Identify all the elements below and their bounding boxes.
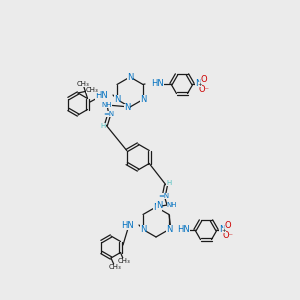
Text: +: + [198,82,203,86]
Text: NH: NH [167,202,177,208]
Text: CH₃: CH₃ [118,258,130,264]
Text: HN: HN [121,220,134,230]
Text: N: N [140,95,146,104]
Text: O⁻: O⁻ [223,230,233,239]
Text: O: O [225,220,231,230]
Text: HN: HN [95,91,108,100]
Text: HN: HN [177,226,190,235]
Text: CH₃: CH₃ [85,87,98,93]
Text: N: N [114,95,120,104]
Text: N: N [156,202,162,211]
Text: HN: HN [151,80,164,88]
Text: O⁻: O⁻ [199,85,209,94]
Text: CH₃: CH₃ [109,264,122,270]
Text: =N: =N [103,111,115,117]
Text: NH: NH [102,102,112,108]
Text: H: H [100,123,106,129]
Text: N: N [195,80,201,88]
Text: N: N [127,73,133,82]
Text: N: N [153,202,159,211]
Text: N: N [219,226,225,235]
Text: O: O [201,74,207,83]
Text: +: + [222,227,226,232]
Text: N: N [140,225,146,234]
Text: CH₃: CH₃ [76,81,89,87]
Text: H: H [167,180,172,186]
Text: N: N [166,225,172,234]
Text: N: N [124,103,130,112]
Text: =N: =N [158,193,169,199]
